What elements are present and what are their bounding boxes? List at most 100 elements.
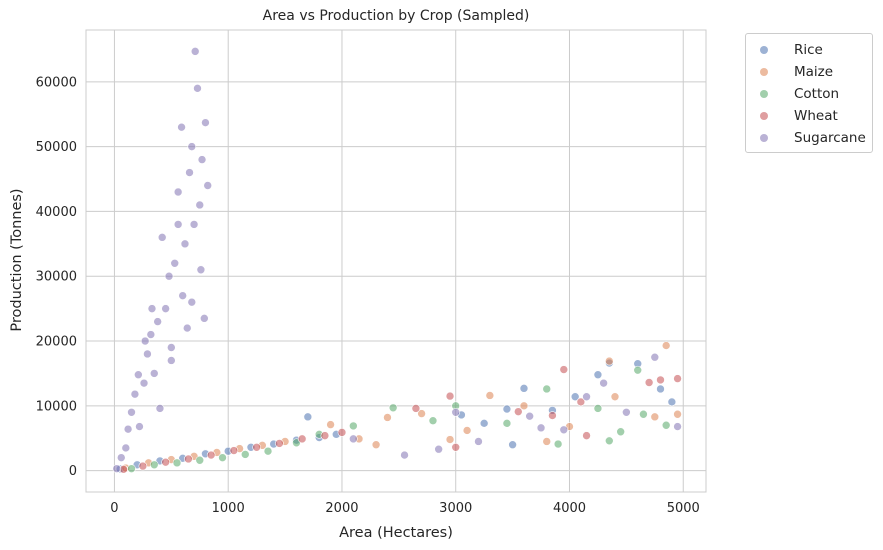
data-point [474, 437, 483, 446]
data-point [167, 356, 176, 365]
data-point [130, 389, 140, 399]
data-point [451, 408, 461, 417]
data-point [502, 419, 512, 428]
data-point [525, 411, 534, 421]
data-points [112, 47, 682, 474]
data-point [462, 426, 472, 435]
data-point [206, 450, 216, 460]
data-point [656, 384, 665, 394]
legend-label: Sugarcane [794, 130, 866, 146]
data-point [157, 233, 167, 242]
data-point [196, 265, 206, 275]
legend-marker-icon [760, 90, 768, 98]
data-point [189, 220, 199, 229]
data-point [599, 378, 608, 388]
legend-item-maize: Maize [760, 62, 833, 82]
y-tick-label: 40000 [36, 205, 77, 220]
grid-lines [86, 30, 706, 492]
data-point [167, 343, 176, 352]
x-axis-label: Area (Hectares) [339, 525, 453, 541]
y-tick-label: 0 [69, 464, 77, 479]
data-point [140, 336, 150, 346]
data-point [337, 428, 347, 437]
data-point [508, 440, 517, 449]
axis-ticks: 0 1000 2000 3000 4000 50000100002000030000400… [36, 75, 700, 516]
data-point [633, 365, 643, 375]
plot-area [85, 29, 707, 493]
data-point [177, 122, 186, 132]
data-point [650, 412, 660, 422]
data-point [173, 220, 183, 229]
y-tick-label: 60000 [36, 75, 77, 90]
y-tick-label: 30000 [36, 270, 77, 285]
data-point [417, 409, 426, 418]
data-point [326, 420, 335, 429]
data-point [303, 412, 313, 422]
data-point [559, 365, 569, 374]
data-point [134, 370, 143, 380]
data-point [320, 431, 330, 440]
data-point [112, 464, 122, 473]
data-point [513, 407, 523, 416]
x-tick-label: 5000 [667, 501, 700, 516]
y-axis-label: Production (Tonnes) [9, 188, 25, 331]
data-point [400, 450, 409, 460]
legend-marker-icon [760, 112, 768, 120]
legend-marker-icon [760, 134, 768, 142]
data-point [445, 435, 455, 444]
data-point [639, 409, 648, 419]
series-cotton [127, 365, 671, 473]
data-point [582, 431, 591, 440]
x-tick-label: 4000 [553, 501, 586, 516]
data-point [519, 401, 529, 411]
data-point [559, 425, 569, 435]
legend-item-cotton: Cotton [760, 84, 839, 104]
data-point [173, 187, 183, 197]
data-point [275, 439, 284, 448]
legend-item-wheat: Wheat [760, 106, 838, 126]
data-point [519, 384, 529, 393]
data-point [155, 404, 165, 413]
y-tick-label: 10000 [36, 399, 77, 414]
data-point [383, 413, 392, 422]
data-point [644, 378, 654, 387]
data-point [178, 291, 187, 300]
legend-item-sugarcane: Sugarcane [760, 128, 866, 148]
data-point [201, 118, 210, 127]
data-point [479, 419, 489, 428]
data-point [195, 455, 205, 465]
data-point [582, 392, 591, 402]
data-point [127, 408, 136, 417]
data-point [195, 200, 205, 210]
data-point [673, 374, 682, 383]
data-point [297, 434, 307, 444]
data-point [576, 397, 586, 407]
data-point [135, 422, 144, 431]
data-point [411, 404, 421, 413]
data-point [197, 155, 207, 164]
series-sugarcane [112, 47, 682, 473]
legend-label: Maize [794, 64, 834, 80]
x-tick-label: 3000 [439, 501, 472, 516]
data-point [116, 453, 126, 462]
data-point [127, 464, 136, 473]
data-point [263, 446, 273, 456]
data-point [164, 271, 174, 281]
data-point [650, 352, 660, 362]
data-point [485, 391, 495, 400]
y-tick-label: 50000 [36, 140, 77, 155]
data-point [193, 84, 202, 93]
data-point [203, 181, 213, 190]
data-point [673, 409, 682, 419]
data-point [149, 460, 159, 470]
data-point [153, 317, 162, 326]
chart-title: Area vs Production by Crop (Sampled) [263, 8, 530, 24]
data-point [172, 458, 182, 468]
data-point [593, 370, 603, 380]
x-tick-label: 0 [110, 501, 118, 516]
data-point [180, 239, 190, 249]
data-point [161, 304, 170, 313]
legend-label: Cotton [794, 86, 840, 102]
data-point [667, 397, 677, 407]
data-point [185, 168, 194, 177]
